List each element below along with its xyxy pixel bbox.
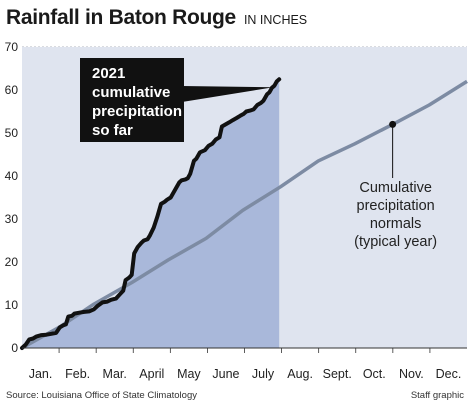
series-2021-area: [22, 79, 280, 349]
callout-normals-text: normals: [370, 216, 422, 232]
y-tick-label: 20: [5, 255, 19, 269]
y-tick-label: 50: [5, 126, 19, 140]
x-tick-label: Mar.: [103, 367, 127, 381]
credit-note: Staff graphic: [410, 390, 464, 401]
source-note: Source: Louisiana Office of State Climat…: [6, 390, 197, 401]
callout-2021-pointer: [182, 86, 274, 102]
annotations: 2021 cumulative precipitation so far Cumulat…: [80, 58, 437, 250]
callout-2021-text: so far: [92, 122, 133, 139]
y-tick-label: 40: [5, 169, 19, 183]
x-tick-label: Feb.: [65, 367, 90, 381]
callout-normals-text: (typical year): [354, 234, 437, 250]
x-tick-label: Nov.: [399, 367, 424, 381]
x-tick-label: Jan.: [29, 367, 53, 381]
x-tick-label: Oct.: [363, 367, 386, 381]
y-tick-label: 10: [5, 298, 19, 312]
y-tick-label: 30: [5, 212, 19, 226]
x-tick-label: Sept.: [323, 367, 352, 381]
callout-normals-text: Cumulative: [359, 180, 432, 196]
chart-unit-label: IN INCHES: [243, 13, 308, 27]
axes: 0 10 20 30 40 50 60 70 Jan. Feb. Mar. April May June J…: [5, 40, 467, 381]
x-tick-label: Aug.: [287, 367, 313, 381]
y-tick-label: 60: [5, 83, 19, 97]
x-tick-label: Dec.: [436, 367, 462, 381]
y-tick-label: 70: [5, 40, 19, 54]
callout-normals-text: precipitation: [357, 198, 435, 214]
chart-title-text: Rainfall in Baton Rouge: [6, 6, 236, 29]
callout-2021-box: [80, 58, 184, 142]
series-2021-line: [20, 77, 282, 350]
x-tick-label: June: [212, 367, 239, 381]
x-tick-label: April: [139, 367, 164, 381]
callout-2021-text: cumulative: [92, 84, 170, 101]
callout-2021-text: 2021: [92, 65, 125, 82]
chart-title: Rainfall in Baton Rouge IN INCHES: [6, 6, 307, 30]
x-tick-label: May: [177, 367, 201, 381]
y-tick-label: 0: [11, 341, 18, 355]
x-tick-label: July: [252, 367, 275, 381]
callout-2021-text: precipitation: [92, 103, 182, 120]
